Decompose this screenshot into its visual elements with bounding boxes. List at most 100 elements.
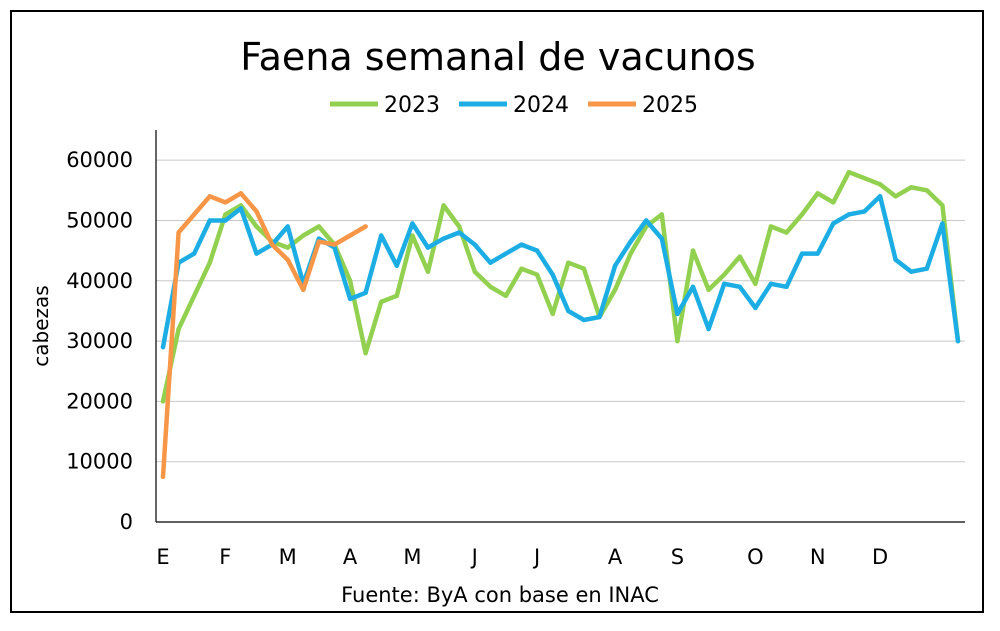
legend-label-2025: 2025 [642,93,698,118]
data-point-2023-w16 [394,293,400,299]
y-tick-label: 40000 [66,269,133,293]
series-2025 [160,191,368,480]
y-tick-label: 0 [120,510,133,534]
legend-label-2024: 2024 [513,93,569,118]
data-point-2025-w9 [285,257,290,262]
data-point-2023-w15 [379,299,384,305]
data-point-2024-w26 [550,272,555,277]
data-point-2025-w4 [207,194,212,199]
data-point-2023-w42 [799,212,805,217]
series-2024 [160,194,961,350]
data-point-2023-w11 [316,224,322,229]
data-point-2025-w3 [191,212,197,217]
data-point-2024-w42 [799,251,805,256]
data-point-2025-w7 [254,209,259,214]
data-point-2023-w31 [628,251,633,256]
data-point-2023-w51 [940,203,945,208]
data-point-2024-w21 [472,242,477,247]
data-point-2024-w31 [628,239,633,244]
y-tick-label: 10000 [66,450,133,474]
data-point-2024-w13 [347,296,353,302]
data-point-2023-w25 [534,272,540,277]
data-point-2024-w41 [784,284,789,289]
data-point-2023-w50 [924,188,930,193]
y-tick-label: 50000 [66,208,133,232]
data-point-2024-w18 [425,245,431,250]
series-line-2025 [160,191,368,480]
data-point-2023-w7 [254,224,259,229]
y-tick-label: 20000 [66,389,133,413]
gridlines [156,159,965,463]
data-point-2023-w4 [207,260,212,265]
data-point-2024-w25 [534,248,540,253]
data-point-2023-w27 [566,260,571,265]
data-point-2024-w7 [254,251,259,256]
y-tick-label: 60000 [66,148,133,172]
data-point-2023-w2 [176,326,181,332]
x-tick-label: M [403,545,421,569]
data-point-2024-w49 [909,269,914,274]
data-point-2025-w14 [363,224,368,229]
data-point-2023-w30 [612,287,618,293]
data-point-2024-w46 [862,209,867,214]
data-point-2023-w36 [706,287,711,293]
data-point-2024-w16 [394,263,400,268]
data-point-2023-w19 [441,203,446,208]
data-point-2023-w23 [503,293,509,299]
data-point-2023-w17 [410,233,415,238]
data-point-2024-w5 [223,218,228,223]
legend: 2023 2024 2025 [330,93,698,118]
x-tick-label: D [872,545,888,569]
data-point-2023-w20 [456,224,462,229]
data-point-2023-w44 [831,200,836,205]
data-point-2024-w32 [644,218,649,223]
data-point-2024-w15 [379,233,384,238]
data-point-2024-w1 [160,344,166,350]
data-point-2023-w24 [519,266,524,271]
data-point-2024-w48 [893,257,898,262]
data-point-2023-w10 [301,233,306,238]
data-point-2024-w19 [441,236,446,241]
data-point-2024-w30 [612,263,618,268]
data-point-2024-w23 [503,251,509,256]
data-point-2024-w4 [207,218,212,223]
data-point-2023-w43 [815,191,820,196]
data-point-2024-w44 [831,221,836,226]
series-group [160,169,961,480]
data-point-2023-w1 [160,399,166,404]
data-point-2023-w9 [285,245,290,250]
data-point-2025-w13 [347,233,353,238]
data-point-2024-w29 [597,314,602,320]
x-tick-label: A [608,545,623,569]
data-point-2023-w21 [472,269,477,274]
chart-title: Faena semanal de vacunos [240,35,755,79]
data-point-2023-w26 [550,311,555,317]
data-point-2023-w33 [659,212,665,217]
legend-label-2023: 2023 [384,93,440,118]
y-axis-ticks: 0 10000 20000 30000 40000 50000 60000 [66,148,133,534]
data-point-2024-w27 [566,308,571,314]
y-axis-label: cabezas [29,285,53,366]
data-point-2023-w47 [877,182,883,187]
x-tick-label: M [279,545,297,569]
data-point-2024-w24 [519,242,524,247]
data-point-2023-w14 [363,350,368,356]
x-tick-label: S [671,545,684,569]
data-point-2024-w50 [924,266,930,271]
data-point-2023-w49 [909,185,914,190]
x-tick-label: O [747,545,764,569]
data-point-2023-w22 [488,284,493,289]
data-point-2023-w3 [191,293,197,299]
data-point-2023-w18 [425,269,431,274]
data-point-2023-w5 [223,212,228,217]
data-point-2025-w1 [160,474,166,479]
data-point-2024-w52 [955,338,961,344]
data-point-2023-w35 [690,248,696,253]
series-line-2024 [160,194,961,350]
x-tick-label: E [156,545,169,569]
series-line-2023 [160,169,961,404]
data-point-2024-w36 [706,326,711,332]
data-point-2023-w41 [784,230,789,235]
